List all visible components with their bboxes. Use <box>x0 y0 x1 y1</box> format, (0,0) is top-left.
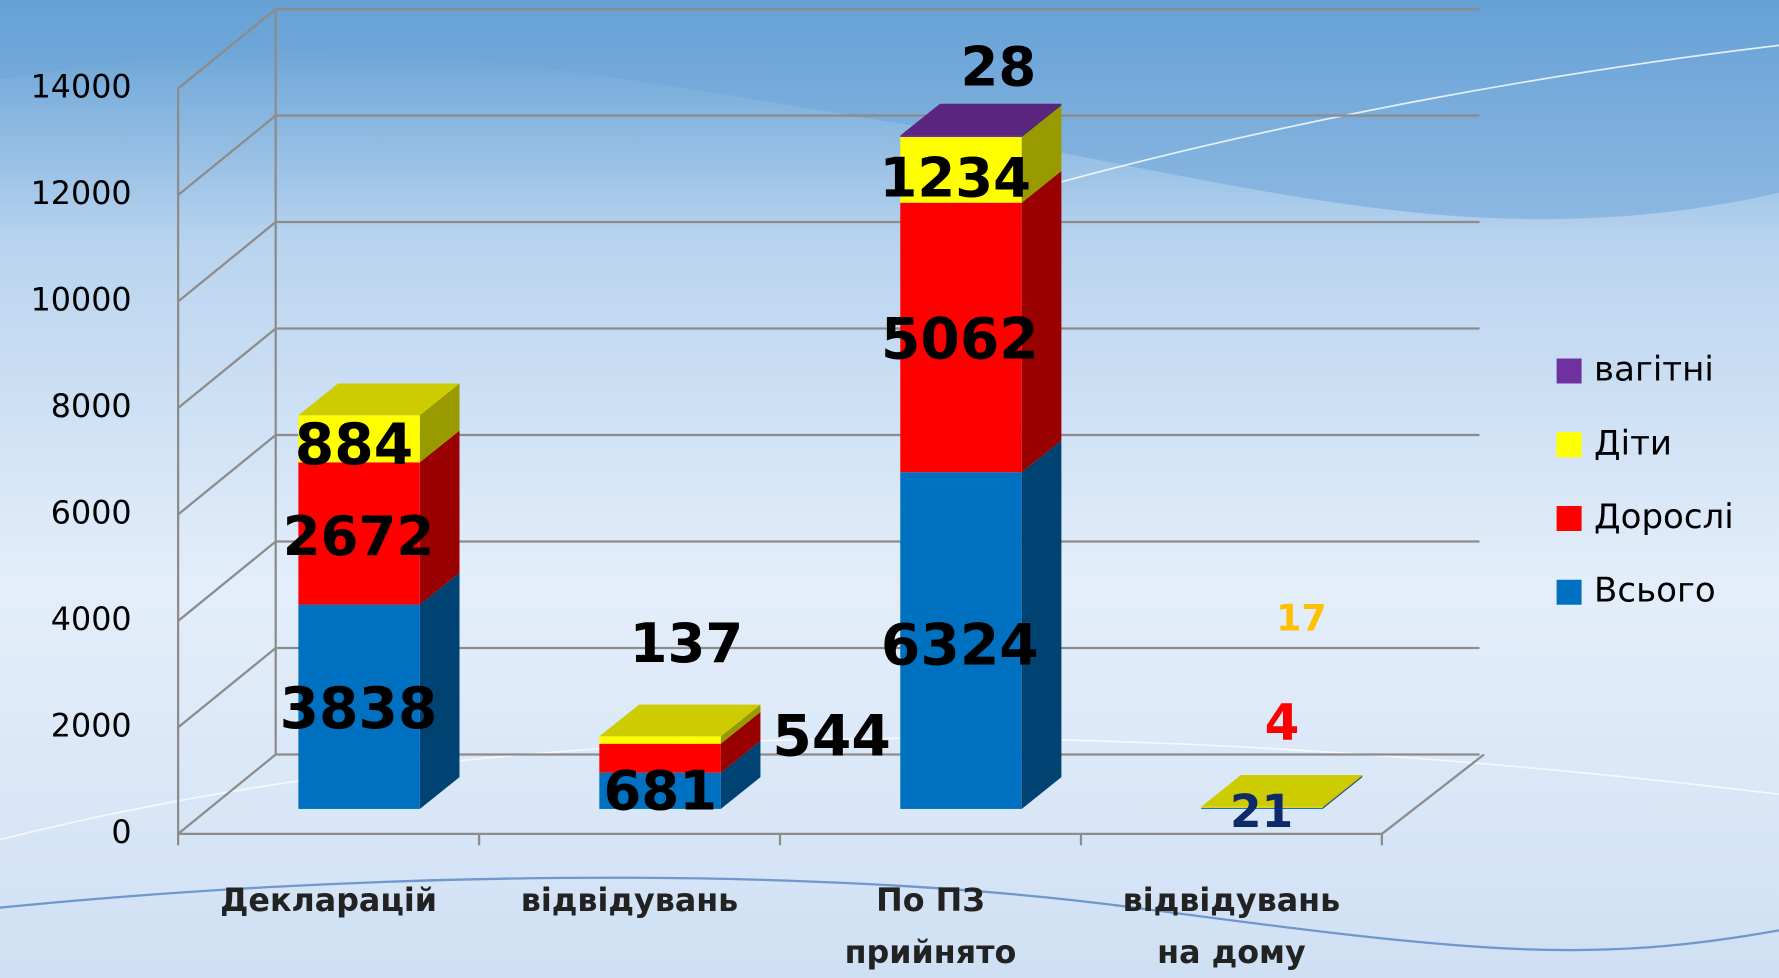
data-label: 21 <box>1230 785 1293 838</box>
legend-swatch <box>1557 580 1582 605</box>
data-label: 3838 <box>280 676 438 742</box>
y-tick-label: 2000 <box>51 708 132 744</box>
legend-label: Всього <box>1594 571 1716 611</box>
x-tick-label: відвідувань <box>521 883 738 919</box>
legend-swatch <box>1557 359 1582 384</box>
data-label: 544 <box>772 703 890 769</box>
data-label: 6324 <box>881 613 1039 679</box>
bar <box>900 136 1021 137</box>
y-tick-label: 0 <box>111 815 131 851</box>
data-label: 884 <box>295 412 413 478</box>
y-tick-label: 6000 <box>51 495 132 531</box>
legend-swatch <box>1557 506 1582 531</box>
y-tick-label: 12000 <box>31 176 132 212</box>
data-label: 1234 <box>880 146 1032 210</box>
data-label: 17 <box>1276 597 1327 640</box>
data-label: 137 <box>630 611 744 675</box>
bar <box>599 736 720 743</box>
data-label: 681 <box>603 758 717 822</box>
x-tick-label: Декларацій <box>220 883 437 919</box>
y-tick-label: 10000 <box>31 282 132 318</box>
data-label: 2672 <box>283 504 435 568</box>
legend-label: вагітні <box>1594 350 1714 390</box>
legend-swatch <box>1557 432 1582 457</box>
data-label: 28 <box>961 34 1037 98</box>
data-label: 5062 <box>881 306 1039 372</box>
data-label: 4 <box>1265 694 1300 752</box>
y-tick-label: 4000 <box>51 602 132 638</box>
legend-label: Діти <box>1594 423 1672 463</box>
y-tick-label: 8000 <box>51 389 132 425</box>
chart: 0 2000 4000 6000 8000 10000 12000 14000 Декларац… <box>0 0 1779 978</box>
y-tick-label: 14000 <box>31 69 132 105</box>
legend-label: Дорослі <box>1594 497 1734 537</box>
